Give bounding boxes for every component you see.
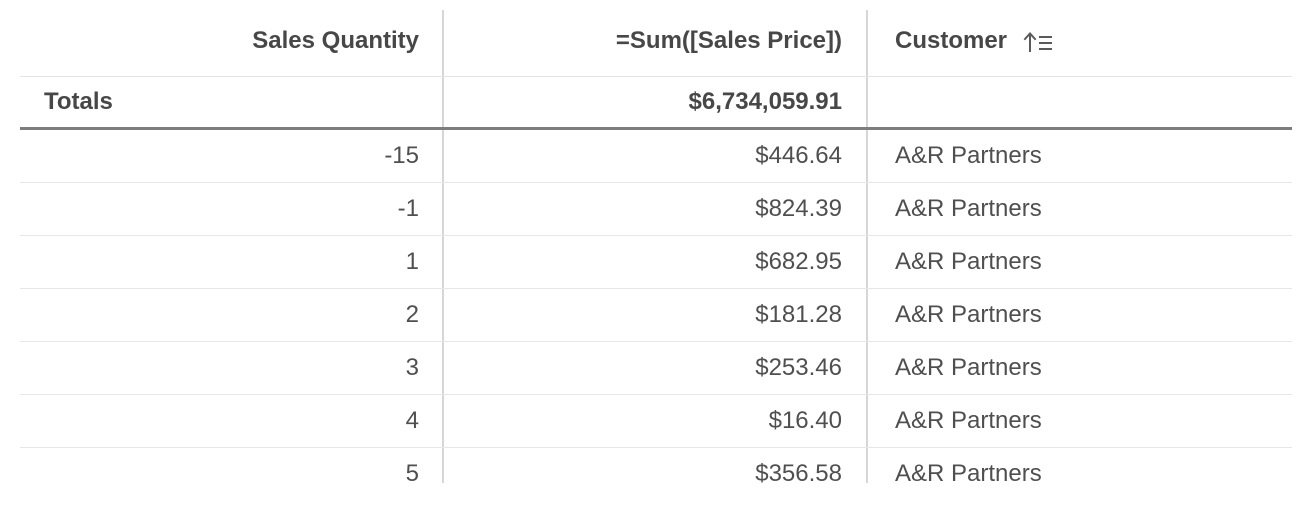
column-divider [866, 10, 868, 483]
table-row: 5 $356.58 A&R Partners [20, 448, 1292, 483]
cell-sales-price: $253.46 [755, 354, 842, 381]
cell-customer[interactable]: A&R Partners [895, 354, 1042, 381]
table-header-row: Sales Quantity =Sum([Sales Price]) Custo… [20, 0, 1292, 77]
cell-sales-quantity[interactable]: 5 [405, 460, 419, 483]
cell-customer[interactable]: A&R Partners [895, 248, 1042, 275]
table-grid: Sales Quantity =Sum([Sales Price]) Custo… [20, 0, 1292, 483]
table-row: 1 $682.95 A&R Partners [20, 236, 1292, 289]
cell-sales-price: $682.95 [755, 248, 842, 275]
totals-sales-price-sum: $6,734,059.91 [688, 88, 842, 115]
cell-sales-price: $356.58 [755, 460, 842, 483]
cell-sales-quantity[interactable]: 4 [405, 407, 419, 434]
cell-customer[interactable]: A&R Partners [895, 460, 1042, 483]
cell-customer[interactable]: A&R Partners [895, 195, 1042, 222]
table-row: -15 $446.64 A&R Partners [20, 130, 1292, 183]
cell-customer[interactable]: A&R Partners [895, 407, 1042, 434]
column-header-customer[interactable]: Customer [867, 26, 1292, 56]
cell-sales-price: $16.40 [768, 407, 842, 434]
cell-customer[interactable]: A&R Partners [895, 142, 1042, 169]
cell-sales-price: $824.39 [755, 195, 842, 222]
cell-sales-quantity[interactable]: -1 [397, 195, 419, 222]
straight-table: Sales Quantity =Sum([Sales Price]) Custo… [20, 0, 1292, 483]
cell-sales-price: $181.28 [755, 301, 842, 328]
column-divider [442, 10, 444, 483]
cell-customer[interactable]: A&R Partners [895, 301, 1042, 328]
column-header-customer-label: Customer [895, 27, 1008, 54]
totals-row: Totals $6,734,059.91 [20, 77, 1292, 130]
table-row: 2 $181.28 A&R Partners [20, 289, 1292, 342]
totals-label: Totals [44, 88, 113, 115]
cell-sales-quantity[interactable]: 1 [405, 248, 419, 275]
cell-sales-quantity[interactable]: -15 [384, 142, 419, 169]
column-header-sales-price-sum[interactable]: =Sum([Sales Price]) [615, 27, 842, 54]
table-row: 3 $253.46 A&R Partners [20, 342, 1292, 395]
table-row: -1 $824.39 A&R Partners [20, 183, 1292, 236]
table-row: 4 $16.40 A&R Partners [20, 395, 1292, 448]
sort-ascending-icon [1022, 28, 1054, 56]
cell-sales-quantity[interactable]: 3 [405, 354, 419, 381]
cell-sales-quantity[interactable]: 2 [405, 301, 419, 328]
cell-sales-price: $446.64 [755, 142, 842, 169]
column-header-sales-quantity[interactable]: Sales Quantity [252, 27, 419, 54]
